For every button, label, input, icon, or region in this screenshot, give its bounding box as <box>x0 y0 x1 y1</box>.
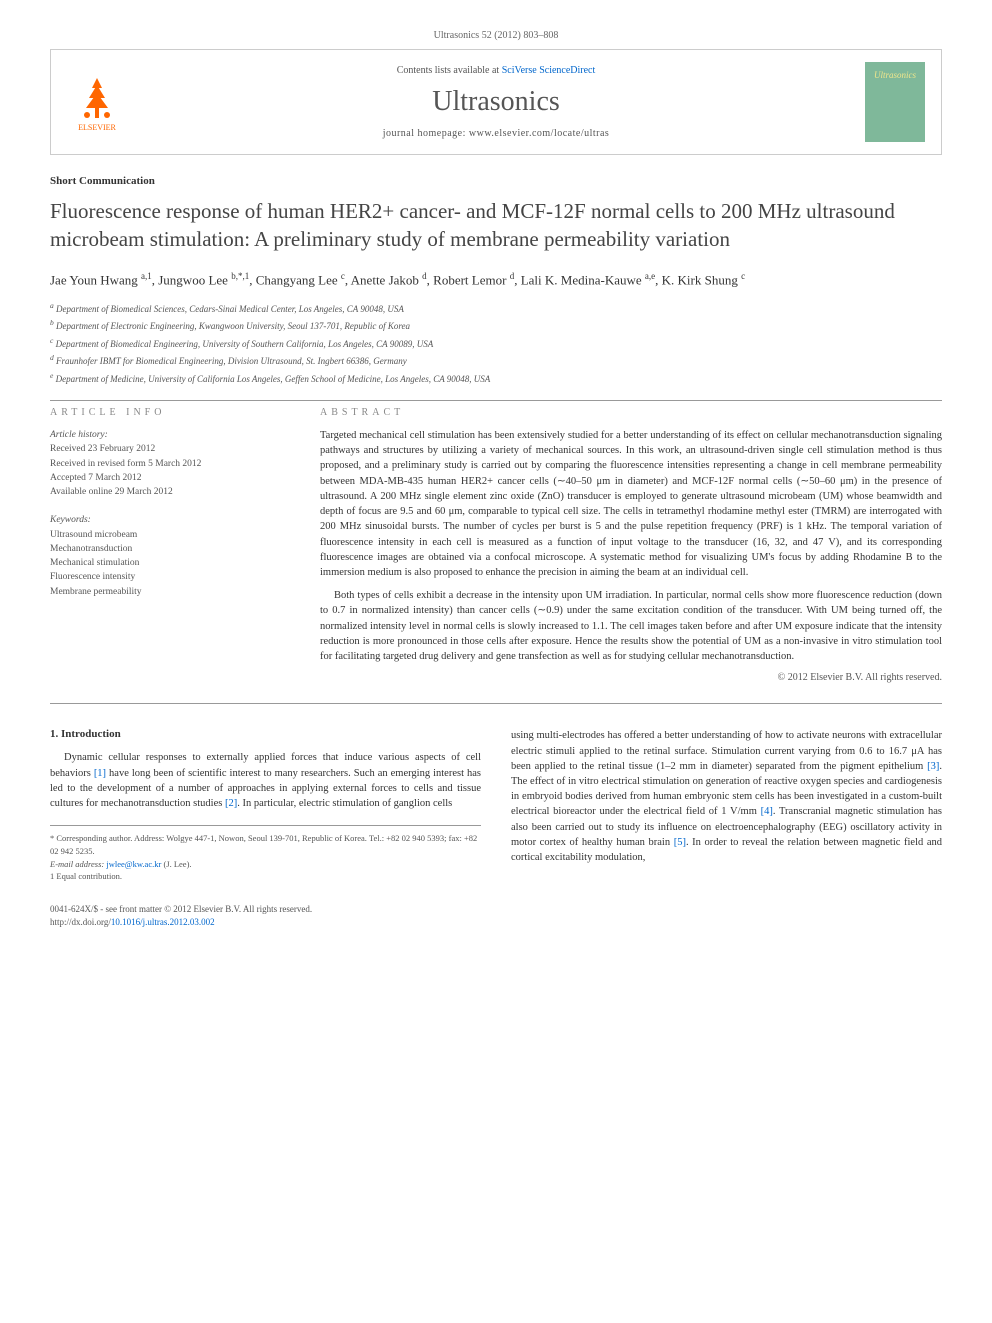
front-matter-line: 0041-624X/$ - see front matter © 2012 El… <box>50 903 942 916</box>
affiliations-list: a Department of Biomedical Sciences, Ced… <box>50 300 942 387</box>
abstract-p2: Both types of cells exhibit a decrease i… <box>320 588 942 664</box>
affiliation-item: b Department of Electronic Engineering, … <box>50 317 942 334</box>
authors-list: Jae Youn Hwang a,1, Jungwoo Lee b,*,1, C… <box>50 270 942 290</box>
header-citation: Ultrasonics 52 (2012) 803–808 <box>50 30 942 41</box>
keyword-item: Membrane permeability <box>50 585 290 599</box>
abstract-column: ABSTRACT Targeted mechanical cell stimul… <box>320 407 942 683</box>
journal-header-box: ELSEVIER Contents lists available at Sci… <box>50 49 942 155</box>
abstract-text: Targeted mechanical cell stimulation has… <box>320 428 942 664</box>
affiliation-item: c Department of Biomedical Engineering, … <box>50 335 942 352</box>
contents-prefix: Contents lists available at <box>397 65 502 76</box>
author-email-link[interactable]: jwlee@kw.ac.kr <box>106 859 161 869</box>
ref-link[interactable]: [1] <box>94 768 106 779</box>
doi-line: http://dx.doi.org/10.1016/j.ultras.2012.… <box>50 916 942 929</box>
elsevier-logo: ELSEVIER <box>67 67 127 137</box>
abstract-p1: Targeted mechanical cell stimulation has… <box>320 428 942 580</box>
body-left-column: 1. Introduction Dynamic cellular respons… <box>50 728 481 883</box>
divider-top <box>50 400 942 401</box>
homepage-url: www.elsevier.com/locate/ultras <box>469 128 609 139</box>
keywords-block: Keywords: Ultrasound microbeamMechanotra… <box>50 513 290 599</box>
corresponding-author-note: * Corresponding author. Address: Wolgye … <box>50 832 481 858</box>
homepage-prefix: journal homepage: <box>383 128 469 139</box>
contents-available-line: Contents lists available at SciVerse Sci… <box>147 65 845 76</box>
article-title: Fluorescence response of human HER2+ can… <box>50 197 942 254</box>
doi-link[interactable]: 10.1016/j.ultras.2012.03.002 <box>111 917 215 927</box>
email-suffix: (J. Lee). <box>161 859 191 869</box>
keyword-item: Ultrasound microbeam <box>50 528 290 542</box>
abstract-copyright: © 2012 Elsevier B.V. All rights reserved… <box>320 672 942 683</box>
keyword-item: Mechanotransduction <box>50 542 290 556</box>
ref-link[interactable]: [2] <box>225 798 237 809</box>
history-item: Accepted 7 March 2012 <box>50 471 290 485</box>
homepage-line: journal homepage: www.elsevier.com/locat… <box>147 128 845 139</box>
affiliation-item: a Department of Biomedical Sciences, Ced… <box>50 300 942 317</box>
email-label: E-mail address: <box>50 859 106 869</box>
abstract-label: ABSTRACT <box>320 407 942 418</box>
ref-link[interactable]: [5] <box>674 837 686 848</box>
ref-link[interactable]: [3] <box>927 761 939 772</box>
ref-link[interactable]: [4] <box>761 806 773 817</box>
footnotes-block: * Corresponding author. Address: Wolgye … <box>50 825 481 883</box>
journal-cover-thumb: Ultrasonics <box>865 62 925 142</box>
info-abstract-row: ARTICLE INFO Article history: Received 2… <box>50 407 942 683</box>
affiliation-item: d Fraunhofer IBMT for Biomedical Enginee… <box>50 352 942 369</box>
body-two-columns: 1. Introduction Dynamic cellular respons… <box>50 728 942 883</box>
elsevier-tree-icon <box>72 73 122 123</box>
journal-name: Ultrasonics <box>147 86 845 118</box>
history-heading: Article history: <box>50 428 290 442</box>
doi-prefix: http://dx.doi.org/ <box>50 917 111 927</box>
sciencedirect-link[interactable]: SciVerse ScienceDirect <box>502 65 596 76</box>
keyword-item: Mechanical stimulation <box>50 556 290 570</box>
body-right-text: using multi-electrodes has offered a bet… <box>511 728 942 865</box>
keyword-item: Fluorescence intensity <box>50 570 290 584</box>
divider-bottom <box>50 703 942 704</box>
body-left-text: Dynamic cellular responses to externally… <box>50 750 481 811</box>
header-center: Contents lists available at SciVerse Sci… <box>147 65 845 139</box>
email-line: E-mail address: jwlee@kw.ac.kr (J. Lee). <box>50 858 481 871</box>
equal-contribution-note: 1 Equal contribution. <box>50 870 481 883</box>
elsevier-label: ELSEVIER <box>78 123 116 132</box>
article-info-column: ARTICLE INFO Article history: Received 2… <box>50 407 290 683</box>
cover-label: Ultrasonics <box>874 70 916 80</box>
article-type: Short Communication <box>50 175 942 187</box>
article-info-label: ARTICLE INFO <box>50 407 290 418</box>
history-item: Received 23 February 2012 <box>50 442 290 456</box>
keywords-heading: Keywords: <box>50 513 290 527</box>
body-right-column: using multi-electrodes has offered a bet… <box>511 728 942 883</box>
article-history-block: Article history: Received 23 February 20… <box>50 428 290 499</box>
history-item: Available online 29 March 2012 <box>50 485 290 499</box>
history-item: Received in revised form 5 March 2012 <box>50 457 290 471</box>
affiliation-item: e Department of Medicine, University of … <box>50 370 942 387</box>
doi-footer: 0041-624X/$ - see front matter © 2012 El… <box>50 903 942 928</box>
intro-heading: 1. Introduction <box>50 728 481 740</box>
